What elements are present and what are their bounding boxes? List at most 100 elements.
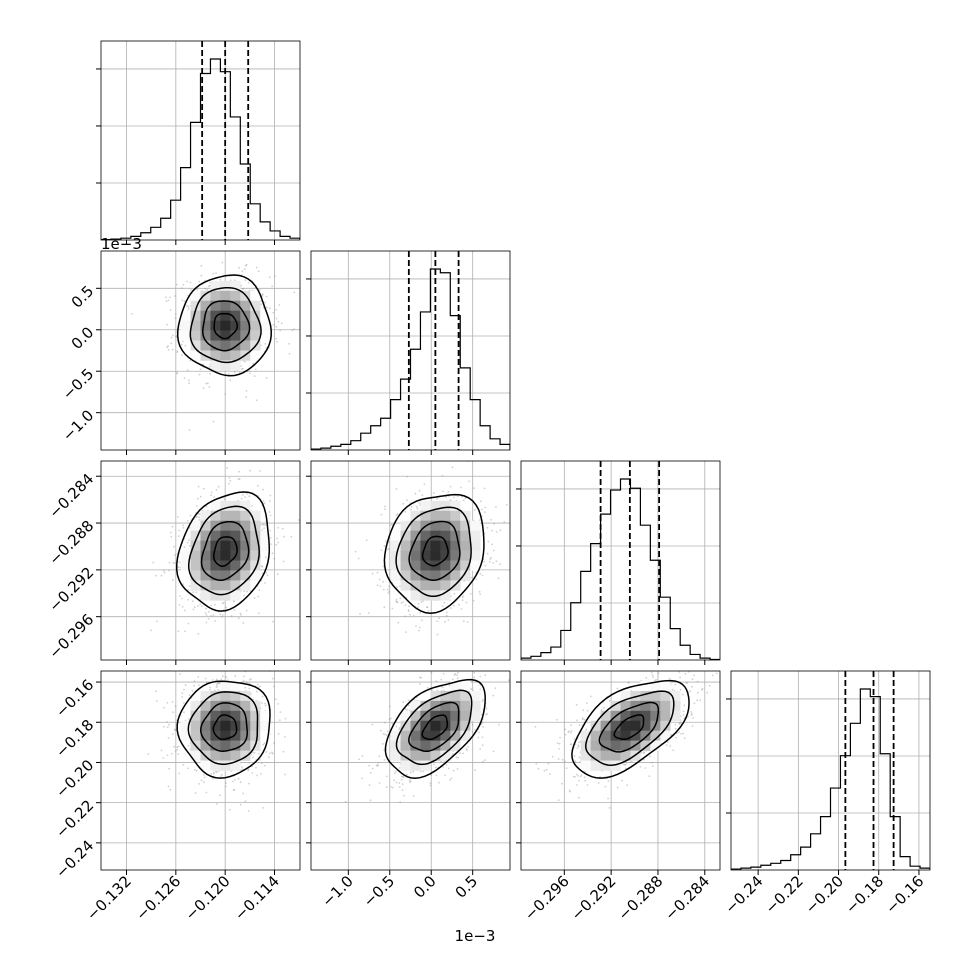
scatter-point bbox=[269, 514, 272, 517]
scatter-point bbox=[248, 679, 251, 681]
scatter-point bbox=[498, 723, 500, 726]
scatter-point bbox=[196, 515, 198, 518]
density-cell bbox=[410, 590, 421, 601]
density-cell bbox=[590, 760, 601, 771]
scatter-point bbox=[565, 767, 568, 770]
scatter-point bbox=[237, 478, 240, 480]
scatter-point bbox=[535, 762, 538, 765]
scatter-point bbox=[376, 765, 379, 767]
scatter-point bbox=[180, 287, 183, 289]
scatter-point bbox=[174, 335, 177, 338]
scatter-point bbox=[577, 744, 580, 747]
x-offset-label: 1e−3 bbox=[455, 927, 496, 945]
scatter-point bbox=[291, 329, 294, 332]
scatter-point bbox=[371, 723, 374, 726]
contour-line bbox=[613, 714, 645, 741]
scatter-point bbox=[369, 799, 372, 802]
scatter-point bbox=[387, 548, 389, 551]
scatter-point bbox=[242, 367, 244, 370]
scatter-point bbox=[170, 752, 173, 755]
scatter-point bbox=[243, 594, 246, 597]
scatter-point bbox=[492, 549, 495, 552]
density-cell bbox=[460, 680, 471, 692]
density-cell bbox=[190, 730, 201, 741]
scatter-point bbox=[385, 786, 388, 789]
density-cell bbox=[400, 560, 411, 571]
scatter-point bbox=[479, 500, 482, 503]
scatter-point bbox=[577, 796, 580, 799]
scatter-point bbox=[689, 690, 692, 692]
density-cell bbox=[230, 530, 241, 541]
y-tick-label: 0.5 bbox=[68, 282, 98, 312]
density-cell bbox=[220, 720, 231, 731]
scatter-point bbox=[176, 371, 179, 374]
density-cell bbox=[420, 760, 431, 771]
scatter-point bbox=[156, 700, 158, 702]
scatter-point bbox=[484, 564, 487, 567]
density-cell bbox=[440, 530, 451, 541]
scatter-point bbox=[263, 523, 265, 526]
scatter-point bbox=[273, 685, 275, 688]
scatter-point bbox=[445, 611, 448, 614]
density-cell bbox=[230, 330, 241, 341]
density-cell bbox=[240, 500, 251, 512]
density-cell bbox=[420, 580, 431, 591]
scatter-point bbox=[534, 725, 537, 728]
density-cell bbox=[400, 730, 411, 741]
scatter-point bbox=[265, 571, 268, 574]
scatter-point bbox=[212, 420, 215, 423]
scatter-point bbox=[510, 682, 512, 684]
scatter-point bbox=[259, 685, 262, 688]
scatter-point bbox=[247, 682, 249, 684]
scatter-point bbox=[643, 758, 645, 761]
y-tick-label: −0.296 bbox=[45, 610, 97, 662]
scatter-point bbox=[368, 764, 371, 767]
scatter-point bbox=[147, 753, 150, 755]
scatter-point bbox=[203, 776, 206, 779]
scatter-point bbox=[657, 672, 660, 675]
y-offset-label: 1e−3 bbox=[101, 235, 142, 253]
scatter-point bbox=[564, 728, 567, 731]
scatter-point bbox=[243, 268, 246, 270]
density-cell bbox=[400, 570, 411, 581]
density-cell bbox=[620, 750, 631, 761]
x-tick-label: 0.0 bbox=[410, 872, 440, 902]
x-tick-label: −0.126 bbox=[132, 872, 184, 924]
density-cell bbox=[430, 570, 441, 581]
scatter-point bbox=[212, 272, 215, 275]
scatter-point bbox=[675, 736, 678, 739]
scatter-point bbox=[205, 382, 208, 385]
scatter-point bbox=[167, 737, 170, 739]
x-tick-label: −0.292 bbox=[568, 872, 620, 924]
scatter-point bbox=[172, 711, 174, 714]
density-cell bbox=[440, 740, 451, 751]
scatter-point bbox=[480, 722, 483, 725]
scatter-point bbox=[651, 668, 653, 670]
density-cell bbox=[650, 700, 661, 712]
scatter-point bbox=[277, 732, 280, 735]
scatter-point bbox=[442, 765, 444, 768]
scatter-point bbox=[432, 763, 435, 766]
scatter-point bbox=[245, 263, 248, 266]
histogram-step bbox=[101, 58, 300, 240]
density-cell bbox=[220, 300, 231, 311]
contour-line bbox=[213, 536, 238, 567]
scatter-point bbox=[264, 764, 266, 767]
density-cell bbox=[470, 550, 481, 561]
density-cell bbox=[580, 760, 591, 771]
scatter-point bbox=[639, 765, 642, 768]
scatter-point bbox=[586, 709, 589, 712]
density-cell bbox=[250, 290, 261, 302]
scatter-point bbox=[400, 778, 403, 781]
scatter-point bbox=[272, 324, 275, 326]
scatter-point bbox=[215, 489, 218, 491]
density-cell bbox=[400, 750, 411, 761]
scatter-point bbox=[184, 630, 186, 633]
density-cell bbox=[470, 710, 481, 722]
scatter-point bbox=[419, 611, 421, 614]
density-cell bbox=[240, 340, 251, 351]
density-cell bbox=[260, 330, 271, 341]
scatter-point bbox=[244, 496, 247, 498]
scatter-point bbox=[196, 288, 199, 291]
density-cell bbox=[660, 730, 671, 741]
